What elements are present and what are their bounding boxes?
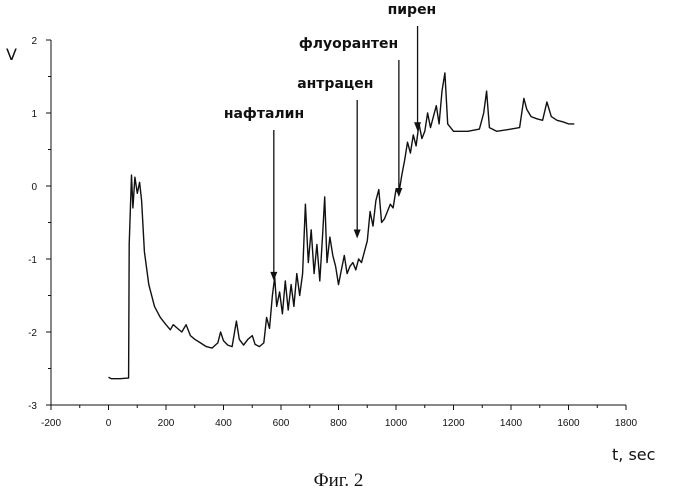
annotation-arrow-head	[354, 230, 361, 239]
x-tick-label: 600	[273, 418, 290, 429]
y-tick-label: 2	[31, 36, 37, 47]
figure-caption: Фиг. 2	[0, 470, 677, 492]
x-tick-label: 200	[158, 418, 175, 429]
x-tick-label: 1000	[385, 418, 408, 429]
annotation-arrow-head	[270, 272, 277, 281]
series-line	[109, 73, 575, 379]
annotation-label: пирен	[388, 2, 437, 18]
x-tick-label: 1400	[500, 418, 523, 429]
annotation-label: флуорантен	[299, 36, 398, 52]
y-tick-label: 1	[31, 109, 37, 120]
x-tick-label: 1200	[442, 418, 465, 429]
x-tick-label: 0	[106, 418, 112, 429]
y-tick-label: -1	[28, 255, 37, 266]
y-tick-label: -2	[28, 328, 37, 339]
y-axis-label: V	[6, 45, 17, 64]
axes	[51, 40, 626, 405]
x-tick-label: 400	[215, 418, 232, 429]
y-ticks: -3 -2 -1 0 1 2	[28, 36, 51, 412]
x-ticks: -200 0 200 400 600 800 1000 1200 1400 1600 1800	[41, 405, 638, 429]
y-tick-label: 0	[31, 182, 37, 193]
x-tick-label: -200	[41, 418, 61, 429]
annotation-arrow-head	[395, 188, 402, 197]
annotation-label: антрацен	[297, 76, 373, 92]
y-tick-label: -3	[28, 401, 37, 412]
x-axis-label: t, sec	[612, 445, 655, 464]
annotation-label: нафталин	[224, 106, 304, 122]
x-tick-label: 1600	[557, 418, 580, 429]
x-tick-label: 1800	[615, 418, 638, 429]
x-tick-label: 800	[330, 418, 347, 429]
